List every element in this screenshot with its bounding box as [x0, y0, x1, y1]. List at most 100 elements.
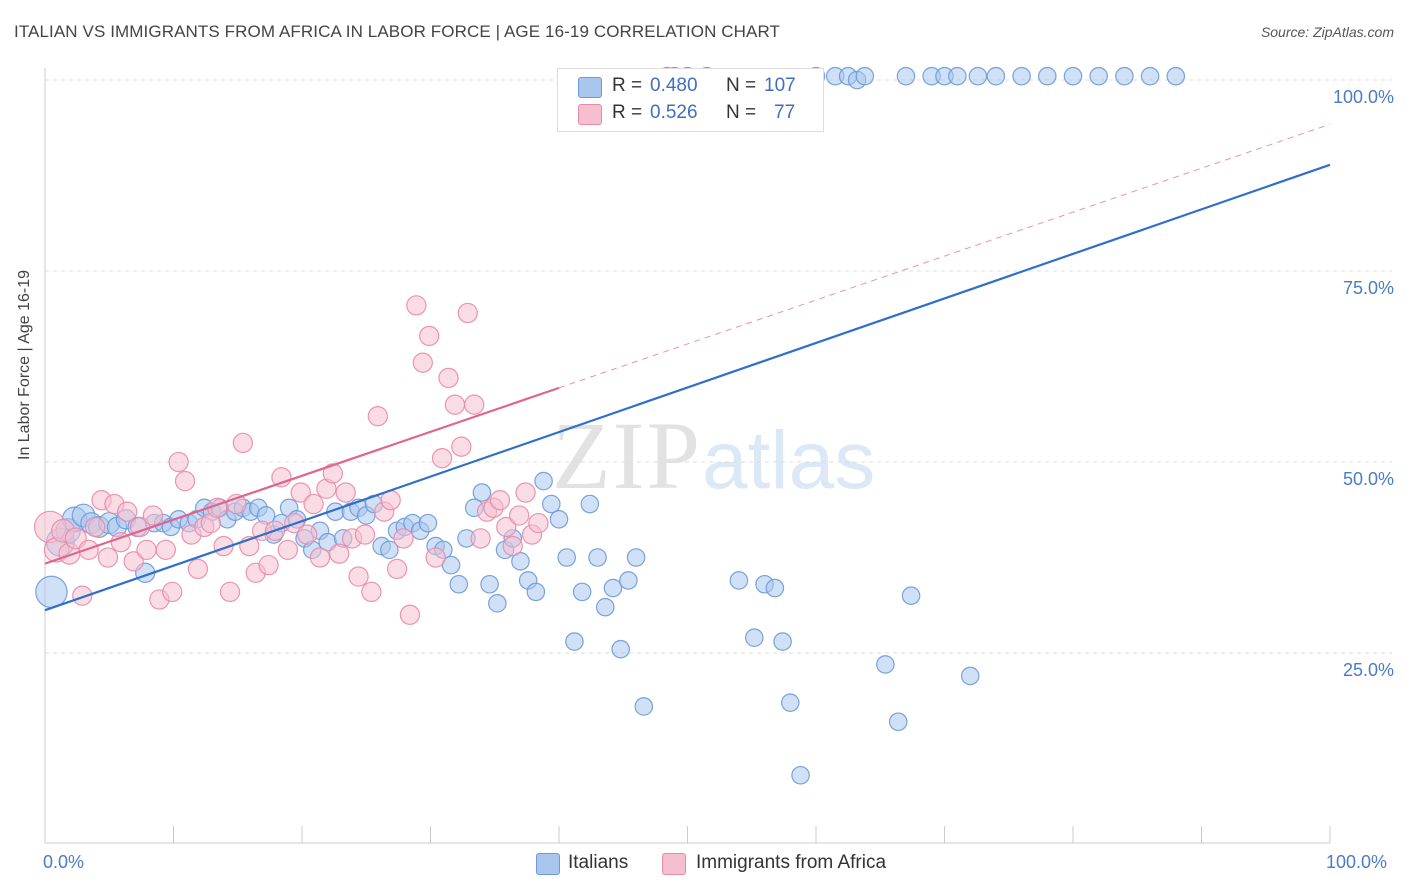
africa-point: [136, 539, 157, 561]
y-tick-label-100: 100.0%: [1332, 87, 1394, 107]
italians-point: [626, 548, 646, 567]
y-axis-label: In Labor Force | Age 16-19: [16, 269, 33, 460]
italians-point: [1166, 66, 1186, 86]
italians-point: [449, 574, 469, 594]
italians-point: [791, 765, 810, 785]
africa-point: [393, 528, 414, 549]
africa-point: [123, 551, 144, 572]
x-tick-label-max: 100.0%: [1326, 852, 1388, 872]
africa-point: [110, 532, 131, 553]
italians-point: [634, 697, 654, 716]
africa-point: [168, 451, 189, 473]
source-label: Source: ZipAtlas.com: [1260, 24, 1394, 40]
africa-point: [451, 436, 472, 457]
italians-point: [565, 632, 584, 651]
africa-point: [97, 547, 119, 568]
africa-point: [72, 585, 93, 606]
italians-point: [603, 578, 623, 598]
italians-point: [773, 632, 792, 651]
italians-point: [1140, 66, 1160, 86]
italians-point: [480, 574, 499, 594]
italians-point: [549, 510, 569, 529]
africa-point: [162, 581, 183, 603]
africa-point: [84, 516, 106, 538]
africa-point: [419, 325, 440, 347]
italians-point: [855, 66, 875, 86]
africa-point: [528, 512, 549, 534]
italians-point: [876, 655, 895, 674]
italians-point: [557, 548, 577, 567]
italians-point: [948, 66, 967, 86]
africa-point: [354, 524, 376, 545]
africa-point: [412, 352, 433, 373]
africa-point: [348, 566, 369, 587]
italians-point: [888, 712, 908, 732]
africa-point: [444, 394, 466, 415]
italians-point: [526, 582, 546, 602]
chart-title: ITALIAN VS IMMIGRANTS FROM AFRICA IN LAB…: [14, 22, 781, 41]
italians-point: [418, 513, 438, 533]
italians-point: [580, 494, 600, 514]
africa-point: [406, 295, 427, 316]
africa-trend-line: [44, 386, 560, 565]
y-tick-label-25: 25.0%: [1342, 660, 1394, 680]
africa-point: [174, 470, 196, 492]
africa-point: [335, 482, 356, 503]
africa-point: [508, 505, 530, 526]
africa-point: [470, 528, 491, 549]
italians-point: [572, 582, 592, 602]
africa-point: [258, 554, 279, 576]
italians-swatch: [578, 77, 602, 98]
africa-point: [399, 604, 421, 625]
africa-point: [361, 581, 382, 603]
africa-point: [219, 581, 241, 603]
africa-point: [232, 432, 254, 454]
italians-point: [1063, 66, 1083, 86]
r-label: R =: [612, 102, 643, 123]
italians-point: [960, 666, 980, 686]
italians-point: [35, 575, 68, 609]
italians-point: [968, 66, 988, 86]
africa-point: [502, 535, 523, 557]
italians-point: [441, 555, 461, 575]
italians-point: [896, 66, 916, 86]
n-value: 107: [764, 75, 796, 96]
africa-point: [309, 547, 331, 568]
italians-point: [619, 571, 638, 590]
africa-point: [303, 493, 324, 515]
italians-point: [1038, 66, 1057, 86]
africa-point: [277, 539, 299, 561]
watermark-zip: ZIP: [552, 402, 702, 509]
n-label: N =: [726, 102, 757, 123]
africa-point: [117, 501, 138, 522]
r-label: R =: [612, 75, 643, 96]
africa-trend-extension: [558, 123, 1331, 389]
italians-point: [986, 66, 1006, 86]
italians-point: [781, 693, 800, 712]
legend-africa-label: Immigrants from Africa: [696, 852, 887, 873]
italians-point: [765, 578, 785, 598]
africa-point: [496, 516, 517, 538]
italians-point: [472, 483, 492, 502]
italians-trend-line: [44, 163, 1331, 612]
africa-point: [367, 405, 388, 427]
r-value: 0.526: [650, 102, 698, 123]
y-tick-label-50: 50.0%: [1342, 469, 1394, 489]
africa-point: [386, 558, 408, 580]
italians-point: [488, 594, 507, 613]
africa-point: [457, 302, 478, 324]
italians-point: [1115, 66, 1134, 86]
legend-italians-swatch: [536, 853, 560, 875]
italians-point: [1012, 66, 1031, 86]
africa-point: [142, 505, 164, 526]
r-value: 0.480: [650, 75, 698, 96]
italians-point: [595, 597, 615, 617]
n-label: N =: [726, 75, 757, 96]
italians-point: [534, 471, 553, 491]
watermark-atlas: atlas: [702, 415, 876, 506]
correlation-legend: R = 0.480 N = 107 R = 0.526 N = 77: [557, 68, 824, 132]
africa-point: [78, 539, 99, 561]
africa-point: [489, 490, 511, 511]
y-tick-label-75: 75.0%: [1342, 278, 1394, 298]
italians-point: [380, 540, 399, 560]
